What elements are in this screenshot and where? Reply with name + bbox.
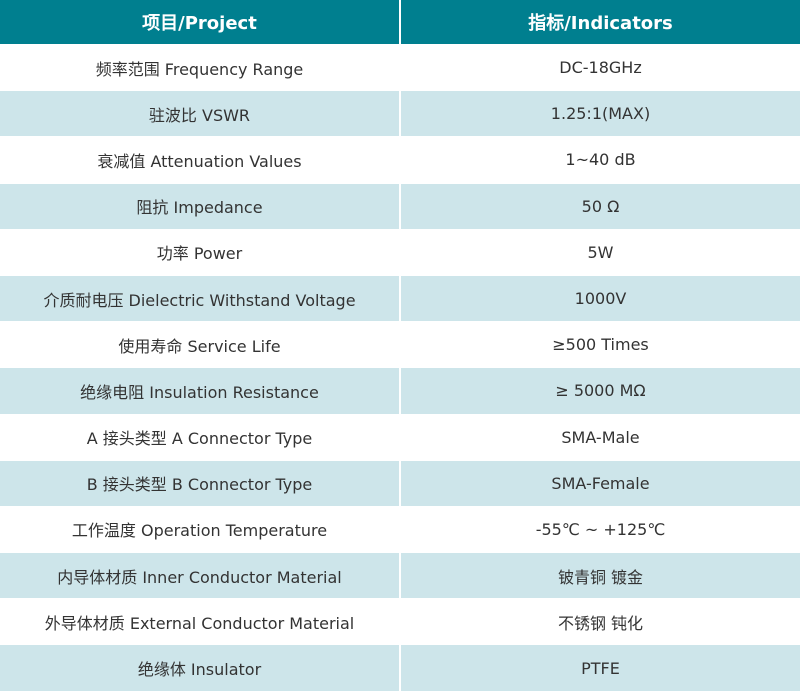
table-row: 绝缘电阻 Insulation Resistance ≥ 5000 MΩ <box>0 367 800 414</box>
table-row: A 接头类型 A Connector Type SMA-Male <box>0 413 800 461</box>
cell-indicator: ≥ 5000 MΩ <box>399 367 800 414</box>
cell-project: 外导体材质 External Conductor Material <box>0 598 400 645</box>
cell-project: 使用寿命 Service Life <box>0 321 400 368</box>
table-row: 衰减值 Attenuation Values 1~40 dB <box>0 136 800 184</box>
cell-indicator: SMA-Male <box>399 413 800 461</box>
cell-indicator: 1.25:1(MAX) <box>399 90 800 137</box>
cell-indicator: 1000V <box>399 274 800 322</box>
cell-project: 驻波比 VSWR <box>0 90 400 137</box>
cell-project: 内导体材质 Inner Conductor Material <box>0 552 400 599</box>
cell-project: B 接头类型 B Connector Type <box>0 459 400 507</box>
cell-project: 工作温度 Operation Temperature <box>0 505 400 553</box>
cell-project: 功率 Power <box>0 228 400 276</box>
table-row: 绝缘体 Insulator PTFE <box>0 644 800 691</box>
cell-indicator: 不锈钢 钝化 <box>399 598 800 645</box>
cell-project: A 接头类型 A Connector Type <box>0 413 400 461</box>
header-indicators: 指标/Indicators <box>399 0 800 45</box>
table-row: 外导体材质 External Conductor Material 不锈钢 钝化 <box>0 598 800 645</box>
cell-project: 衰减值 Attenuation Values <box>0 136 400 184</box>
cell-project: 频率范围 Frequency Range <box>0 43 400 91</box>
table-header: 项目/Project 指标/Indicators <box>0 0 800 45</box>
table-row: 阻抗 Impedance 50 Ω <box>0 182 800 230</box>
table-row: 驻波比 VSWR 1.25:1(MAX) <box>0 90 800 137</box>
cell-indicator: 50 Ω <box>399 182 800 230</box>
cell-indicator: -55℃ ~ +125℃ <box>399 505 800 553</box>
table-row: 使用寿命 Service Life ≥500 Times <box>0 321 800 368</box>
cell-indicator: 铍青铜 镀金 <box>399 552 800 599</box>
cell-indicator: ≥500 Times <box>399 321 800 368</box>
table-row: 频率范围 Frequency Range DC-18GHz <box>0 43 800 91</box>
table-row: 内导体材质 Inner Conductor Material 铍青铜 镀金 <box>0 552 800 599</box>
cell-indicator: 1~40 dB <box>399 136 800 184</box>
cell-project: 绝缘体 Insulator <box>0 644 400 691</box>
cell-indicator: PTFE <box>399 644 800 691</box>
table-row: 介质耐电压 Dielectric Withstand Voltage 1000V <box>0 274 800 322</box>
table-row: 工作温度 Operation Temperature -55℃ ~ +125℃ <box>0 505 800 553</box>
cell-indicator: 5W <box>399 228 800 276</box>
cell-indicator: SMA-Female <box>399 459 800 507</box>
cell-project: 阻抗 Impedance <box>0 182 400 230</box>
cell-indicator: DC-18GHz <box>399 43 800 91</box>
cell-project: 介质耐电压 Dielectric Withstand Voltage <box>0 274 400 322</box>
table-row: B 接头类型 B Connector Type SMA-Female <box>0 459 800 507</box>
cell-project: 绝缘电阻 Insulation Resistance <box>0 367 400 414</box>
header-project: 项目/Project <box>0 0 400 45</box>
table-row: 功率 Power 5W <box>0 228 800 276</box>
